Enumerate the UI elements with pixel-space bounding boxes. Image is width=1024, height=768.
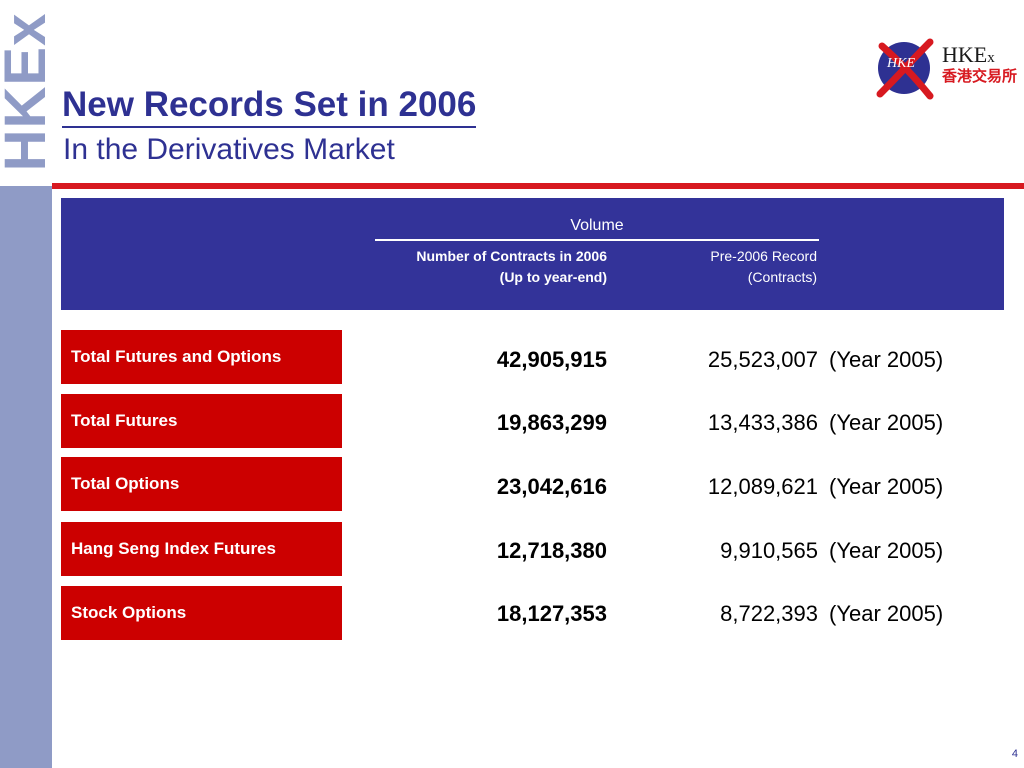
logo-name-chinese: 香港交易所 — [942, 68, 1018, 85]
side-bar-top: HKEx — [0, 0, 58, 186]
row-year-total-futures-and-options: (Year 2005) — [829, 347, 944, 372]
slide-title: New Records Set in 2006 — [62, 84, 477, 128]
volume-rule — [375, 239, 819, 241]
row-record-total-options: 12,089,621 — [707, 474, 818, 499]
row-label-total-options: Total Options — [61, 457, 342, 511]
row-value-total-futures: 19,863,299 — [496, 410, 607, 435]
row-year-total-options: (Year 2005) — [829, 474, 944, 499]
hkex-logo: HKE HKEx 香港交易所 — [872, 34, 1022, 104]
row-year-hang-seng-index-futures: (Year 2005) — [829, 538, 944, 563]
logo-name: HKEx — [942, 43, 995, 70]
row-record-hang-seng-index-futures: 9,910,565 — [720, 538, 818, 563]
row-year-stock-options: (Year 2005) — [829, 601, 944, 626]
logo-badge-text: HKE — [887, 56, 915, 71]
row-record-total-futures: 13,433,386 — [707, 410, 818, 435]
row-value-total-futures-and-options: 42,905,915 — [496, 347, 607, 372]
logo-badge-icon — [876, 38, 934, 100]
row-year-total-futures: (Year 2005) — [829, 410, 944, 435]
row-value-hang-seng-index-futures: 12,718,380 — [496, 538, 607, 563]
side-logo: HKEx — [0, 12, 58, 172]
table-header-panel: Volume Number of Contracts in 2006 (Up t… — [61, 198, 1004, 310]
row-label-total-futures: Total Futures — [61, 394, 342, 448]
row-label-stock-options: Stock Options — [61, 586, 342, 640]
row-record-stock-options: 8,722,393 — [720, 601, 818, 626]
slide-subtitle: In the Derivatives Market — [63, 133, 395, 166]
header-divider — [52, 183, 1024, 189]
row-label-total-futures-and-options: Total Futures and Options — [61, 330, 342, 384]
logo-name-main: HKE — [942, 42, 988, 67]
volume-header: Volume — [570, 217, 624, 234]
logo-name-small: x — [987, 50, 995, 66]
contracts-2006-header: Number of Contracts in 2006 (Up to year-… — [331, 246, 607, 288]
page-number: 4 — [1011, 748, 1018, 760]
row-value-total-options: 23,042,616 — [496, 474, 607, 499]
pre-2006-record-header: Pre-2006 Record (Contracts) — [621, 246, 817, 288]
pre-2006-record-header-line1: Pre-2006 Record — [710, 248, 817, 264]
contracts-2006-header-line2: (Up to year-end) — [499, 269, 607, 285]
contracts-2006-header-line1: Number of Contracts in 2006 — [416, 248, 607, 264]
row-label-hang-seng-index-futures: Hang Seng Index Futures — [61, 522, 342, 576]
row-record-total-futures-and-options: 25,523,007 — [707, 347, 818, 372]
pre-2006-record-header-line2: (Contracts) — [747, 269, 817, 285]
row-value-stock-options: 18,127,353 — [496, 601, 607, 626]
